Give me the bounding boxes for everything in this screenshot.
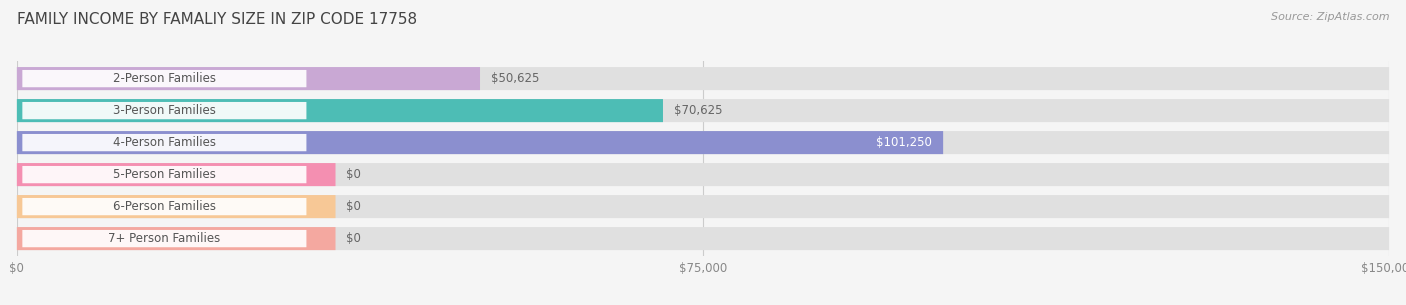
Text: 6-Person Families: 6-Person Families [112, 200, 217, 213]
Text: $0: $0 [346, 232, 361, 245]
FancyBboxPatch shape [17, 99, 664, 122]
Text: 3-Person Families: 3-Person Families [112, 104, 217, 117]
FancyBboxPatch shape [17, 195, 336, 218]
Text: Source: ZipAtlas.com: Source: ZipAtlas.com [1271, 12, 1389, 22]
Text: 7+ Person Families: 7+ Person Families [108, 232, 221, 245]
FancyBboxPatch shape [17, 99, 1389, 122]
Text: $70,625: $70,625 [673, 104, 723, 117]
Text: 4-Person Families: 4-Person Families [112, 136, 217, 149]
Text: 5-Person Families: 5-Person Families [112, 168, 217, 181]
FancyBboxPatch shape [22, 134, 307, 151]
FancyBboxPatch shape [17, 67, 1389, 90]
Text: $101,250: $101,250 [876, 136, 932, 149]
FancyBboxPatch shape [17, 131, 943, 154]
Text: $0: $0 [346, 200, 361, 213]
FancyBboxPatch shape [22, 198, 307, 215]
FancyBboxPatch shape [17, 163, 1389, 186]
FancyBboxPatch shape [22, 230, 307, 247]
FancyBboxPatch shape [17, 227, 336, 250]
FancyBboxPatch shape [17, 163, 336, 186]
FancyBboxPatch shape [17, 67, 479, 90]
Text: 2-Person Families: 2-Person Families [112, 72, 217, 85]
Text: $0: $0 [346, 168, 361, 181]
Text: FAMILY INCOME BY FAMALIY SIZE IN ZIP CODE 17758: FAMILY INCOME BY FAMALIY SIZE IN ZIP COD… [17, 12, 418, 27]
Text: $50,625: $50,625 [491, 72, 540, 85]
FancyBboxPatch shape [17, 131, 1389, 154]
FancyBboxPatch shape [22, 70, 307, 87]
FancyBboxPatch shape [17, 195, 1389, 218]
FancyBboxPatch shape [22, 166, 307, 183]
FancyBboxPatch shape [22, 102, 307, 119]
FancyBboxPatch shape [17, 227, 1389, 250]
